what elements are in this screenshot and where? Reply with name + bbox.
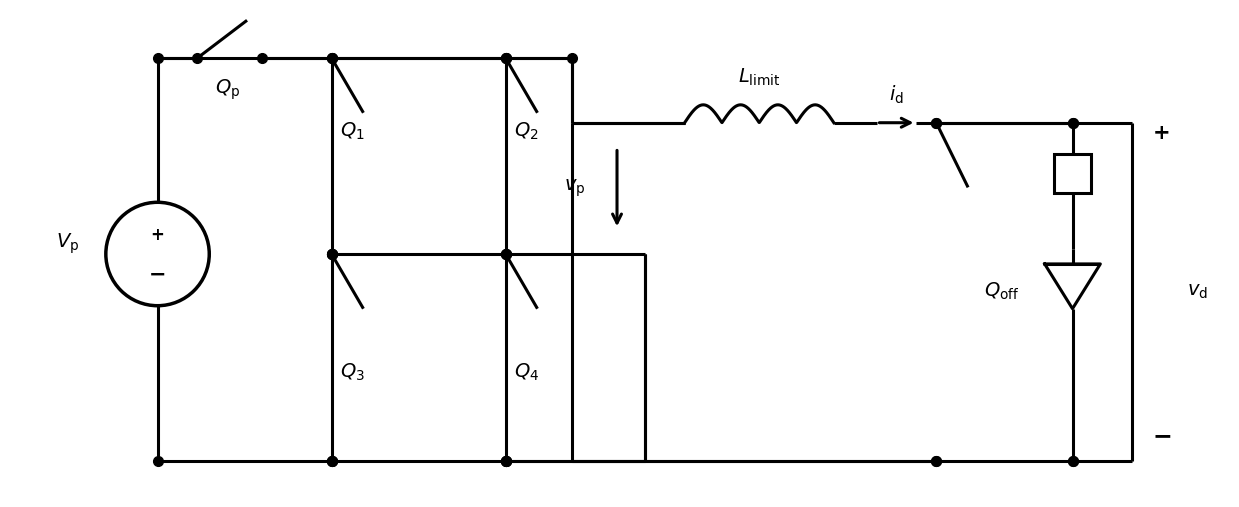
Text: $Q_{\rm off}$: $Q_{\rm off}$ (984, 281, 1020, 303)
Text: $Q_3$: $Q_3$ (339, 361, 364, 383)
Bar (1053, 154, 1092, 193)
Text: $v_{\rm p}$: $v_{\rm p}$ (564, 177, 585, 199)
Text: +: + (1154, 123, 1171, 142)
Text: +: + (151, 226, 165, 244)
Text: $Q_{\rm p}$: $Q_{\rm p}$ (216, 78, 240, 102)
Text: −: − (149, 265, 166, 285)
Text: $Q_4$: $Q_4$ (514, 361, 539, 383)
Text: $i_{\rm d}$: $i_{\rm d}$ (890, 84, 904, 106)
Text: −: − (1152, 424, 1172, 448)
Text: $V_{\rm p}$: $V_{\rm p}$ (57, 232, 79, 257)
Text: $L_{\rm limit}$: $L_{\rm limit}$ (738, 66, 781, 88)
Text: $v_{\rm d}$: $v_{\rm d}$ (1187, 282, 1208, 301)
Text: $Q_2$: $Q_2$ (514, 121, 538, 142)
Text: $Q_1$: $Q_1$ (339, 121, 364, 142)
